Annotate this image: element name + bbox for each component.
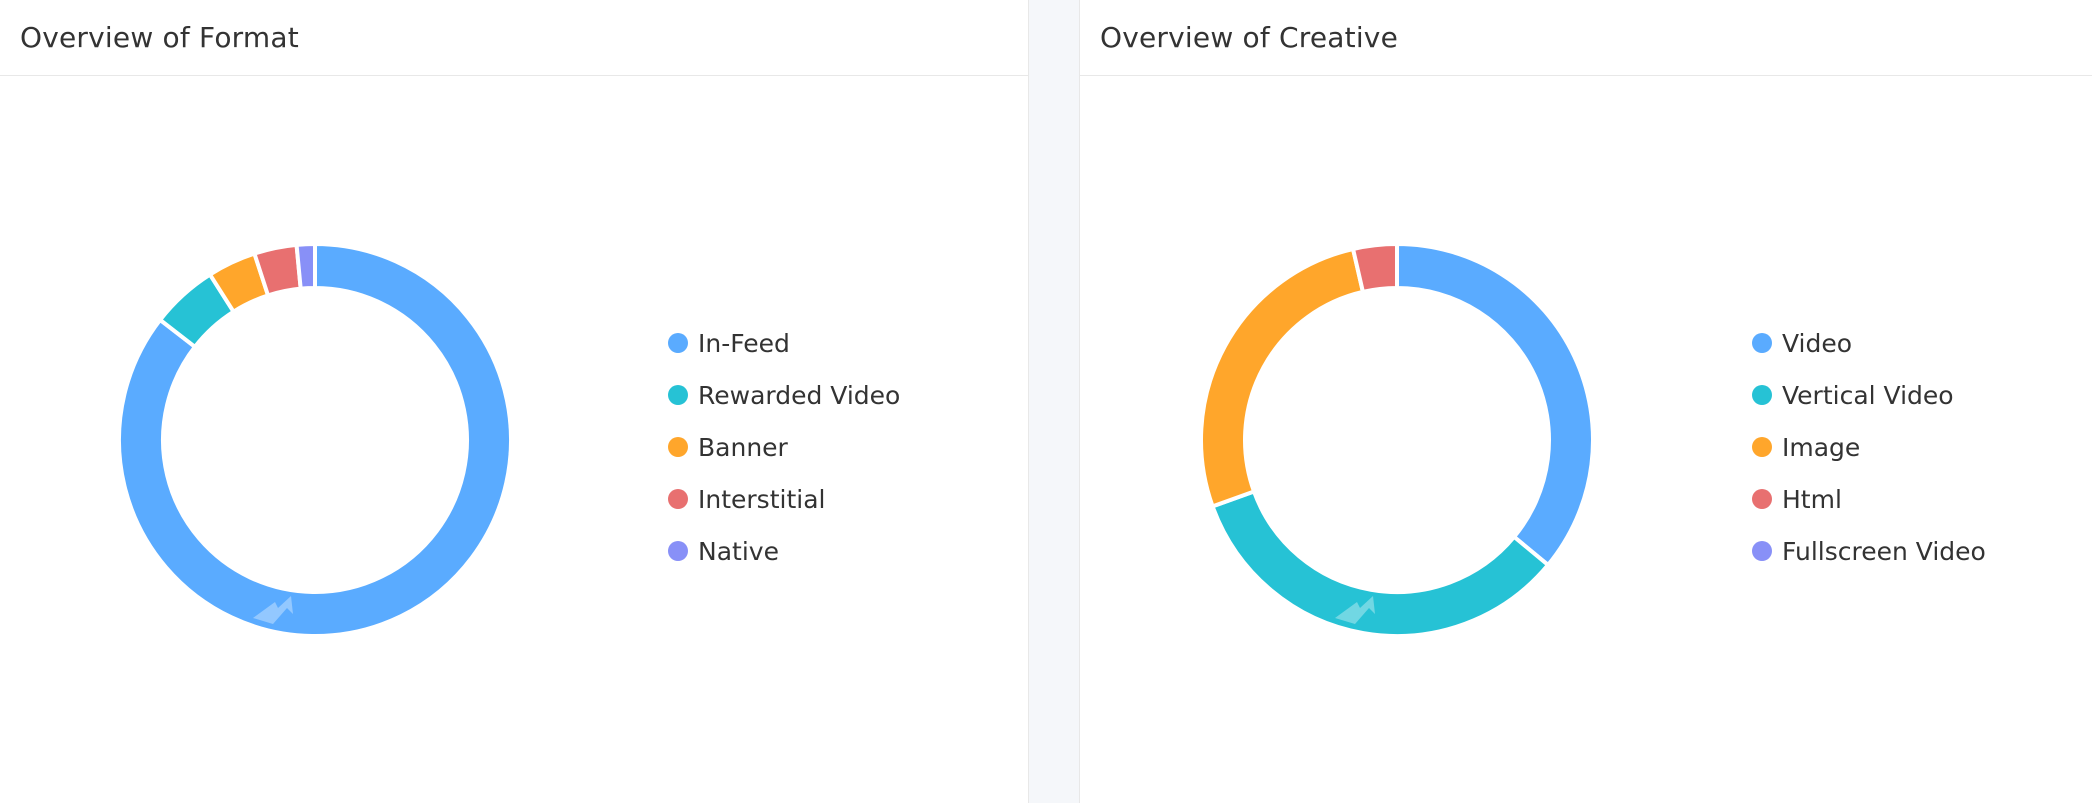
format-legend: In-Feed Rewarded Video Banner Interstiti…	[668, 317, 900, 577]
creative-donut-chart	[1199, 242, 1595, 638]
legend-dot-icon	[1752, 489, 1772, 509]
legend-item-in-feed[interactable]: In-Feed	[668, 317, 900, 369]
legend-label: Rewarded Video	[698, 380, 901, 410]
legend-item-rewarded-video[interactable]: Rewarded Video	[668, 369, 900, 421]
legend-item-interstitial[interactable]: Interstitial	[668, 473, 900, 525]
creative-panel-header: Overview of Creative	[1080, 0, 2092, 76]
legend-item-html[interactable]: Html	[1752, 473, 1986, 525]
legend-dot-icon	[668, 437, 688, 457]
creative-donut-slices	[1199, 242, 1595, 638]
legend-dot-icon	[1752, 333, 1772, 353]
legend-label: Interstitial	[698, 484, 826, 514]
donut-slice-image[interactable]	[1199, 246, 1365, 509]
legend-item-video[interactable]: Video	[1752, 317, 1986, 369]
format-panel-title: Overview of Format	[20, 21, 299, 54]
legend-label: Image	[1782, 432, 1861, 462]
donut-slice-in-feed[interactable]	[117, 242, 513, 638]
donut-slice-video[interactable]	[1395, 242, 1595, 567]
legend-dot-icon	[668, 333, 688, 353]
legend-label: Vertical Video	[1782, 380, 1954, 410]
legend-dot-icon	[1752, 385, 1772, 405]
legend-dot-icon	[668, 385, 688, 405]
donut-slice-vertical-video[interactable]	[1210, 489, 1551, 638]
format-donut-chart	[117, 242, 513, 638]
legend-dot-icon	[1752, 437, 1772, 457]
legend-label: Fullscreen Video	[1782, 536, 1986, 566]
legend-label: Banner	[698, 432, 788, 462]
legend-label: In-Feed	[698, 328, 790, 358]
watermark-logo	[253, 596, 293, 624]
legend-dot-icon	[668, 489, 688, 509]
legend-dot-icon	[668, 541, 688, 561]
legend-item-fullscreen-video[interactable]: Fullscreen Video	[1752, 525, 1986, 577]
donut-slice-native[interactable]	[294, 242, 317, 291]
watermark-logo	[1335, 596, 1375, 624]
format-panel-header: Overview of Format	[0, 0, 1028, 76]
legend-label: Native	[698, 536, 779, 566]
legend-dot-icon	[1752, 541, 1772, 561]
creative-panel-title: Overview of Creative	[1100, 21, 1398, 54]
legend-item-native[interactable]: Native	[668, 525, 900, 577]
legend-label: Video	[1782, 328, 1853, 358]
creative-legend: Video Vertical Video Image Html Fullscre…	[1752, 317, 1986, 577]
legend-item-image[interactable]: Image	[1752, 421, 1986, 473]
legend-item-banner[interactable]: Banner	[668, 421, 900, 473]
format-overview-panel: Overview of Format	[0, 0, 1029, 803]
format-donut-slices	[117, 242, 513, 638]
legend-label: Html	[1782, 484, 1842, 514]
legend-item-vertical-video[interactable]: Vertical Video	[1752, 369, 1986, 421]
donut-slice-html[interactable]	[1351, 242, 1399, 294]
